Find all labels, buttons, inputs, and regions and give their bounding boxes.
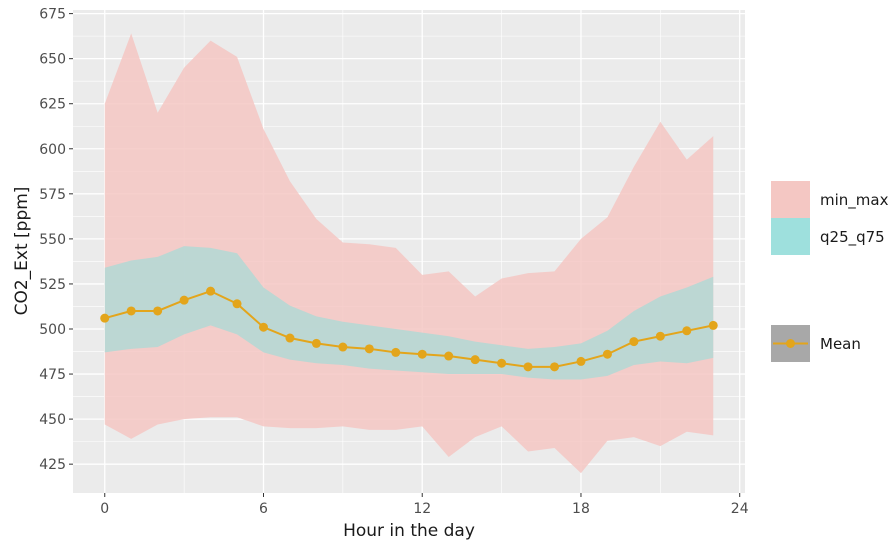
legend-swatch-q25-q75 [771,218,810,255]
mean-point [179,295,189,305]
mean-line [104,290,714,368]
mean-point [470,355,480,365]
mean-point [602,349,612,359]
mean-point [100,313,110,323]
mean-point [576,356,586,366]
y-axis-title: CO2_Ext [ppm] [12,187,32,316]
x-tick-label: 18 [572,501,590,517]
mean-point [232,299,242,309]
mean-point [497,358,507,368]
x-tick-label: 0 [100,501,109,517]
x-tick-label: 24 [731,501,749,517]
mean-point [153,306,163,316]
mean-point [629,337,639,347]
y-tick-label: 475 [39,367,66,383]
mean-point [682,326,692,336]
y-tick-label: 425 [39,457,66,473]
x-axis: 0 6 12 18 24 [100,493,749,517]
mean-point [285,333,295,343]
mean-point [550,362,560,372]
y-axis: 425 450 475 500 525 550 575 600 625 650 675 [39,7,73,473]
mean-point [206,286,216,296]
mean-point [311,338,321,348]
legend: min_max q25_q75 Mean [771,181,889,362]
y-tick-label: 575 [39,187,66,203]
y-tick-label: 550 [39,232,66,248]
mean-point [258,322,268,332]
y-tick-label: 500 [39,322,66,338]
mean-point [444,351,454,361]
legend-label-q25-q75: q25_q75 [820,228,885,247]
y-tick-label: 625 [39,97,66,113]
x-axis-title: Hour in the day [343,521,475,541]
x-tick-label: 12 [413,501,431,517]
y-tick-label: 450 [39,412,66,428]
y-tick-label: 650 [39,52,66,68]
mean-point [364,344,374,354]
legend-label-min-max: min_max [820,191,889,210]
y-tick-label: 675 [39,7,66,23]
ribbon-q25-q75 [104,246,714,380]
legend-swatch-min-max [771,181,810,218]
mean-point [126,306,136,316]
ribbons [104,33,714,474]
legend-label-mean: Mean [820,335,861,353]
y-tick-label: 600 [39,142,66,158]
mean-point [417,349,427,359]
y-tick-label: 525 [39,277,66,293]
mean-point [523,362,533,372]
mean-series [100,286,718,372]
mean-point [708,320,718,330]
mean-point [655,331,665,341]
mean-point [338,342,348,352]
mean-point [391,347,401,357]
legend-mean-point [786,339,795,348]
x-tick-label: 6 [259,501,268,517]
